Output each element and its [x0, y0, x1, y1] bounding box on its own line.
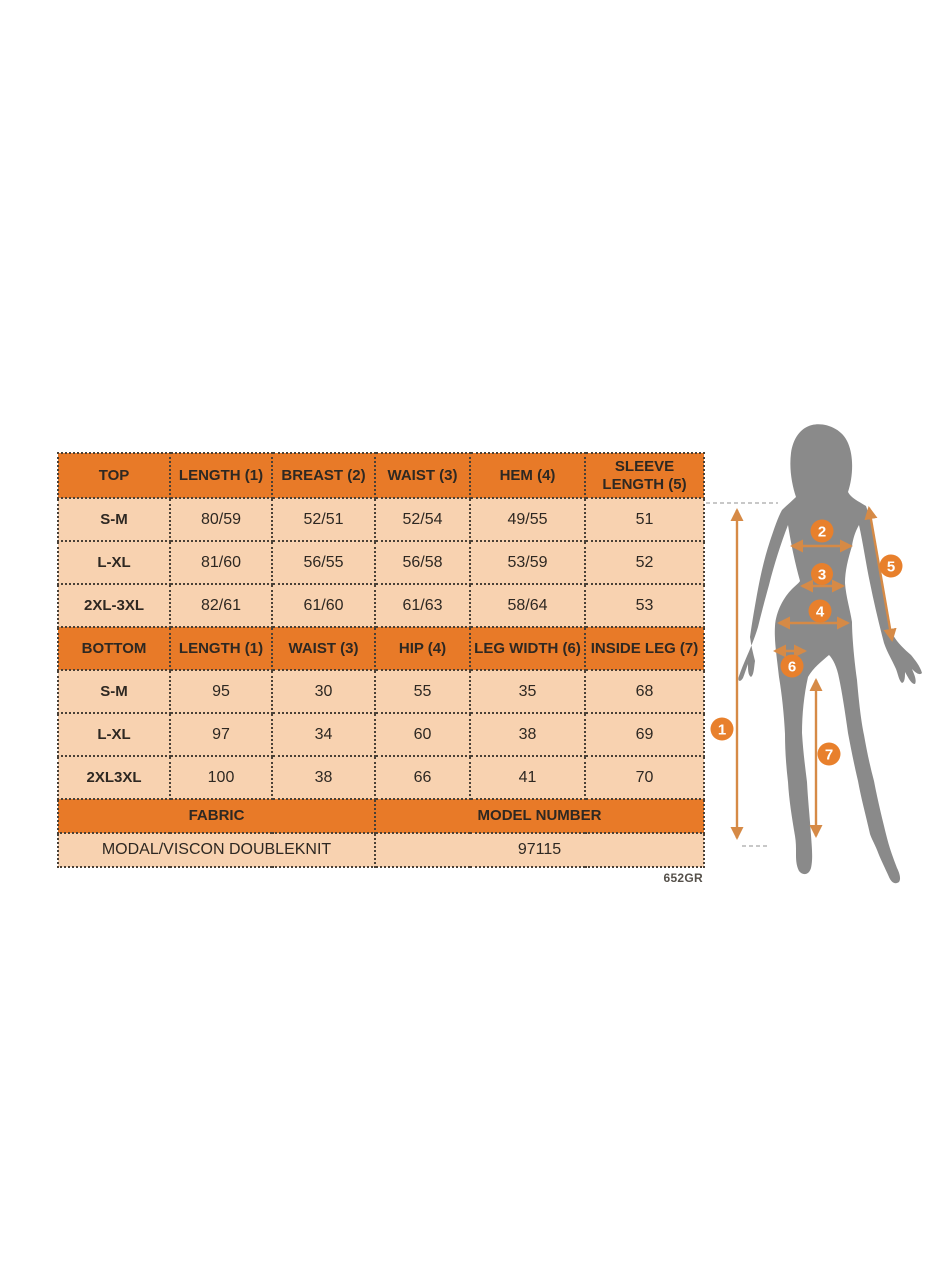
size-label-cell: S-M [57, 669, 171, 714]
table-cell: 52/54 [374, 497, 471, 542]
table-cell: 35 [469, 669, 586, 714]
measurement-badges: 1 2 3 4 5 6 7 [710, 519, 903, 766]
table-cell: 61/60 [271, 583, 376, 628]
table-cell: 68 [584, 669, 705, 714]
header-cell-bottom: BOTTOM [57, 626, 171, 671]
table-cell: 56/58 [374, 540, 471, 585]
svg-text:6: 6 [788, 658, 796, 675]
svg-text:4: 4 [816, 603, 825, 620]
size-label-cell: L-XL [57, 540, 171, 585]
svg-text:1: 1 [718, 721, 726, 738]
table-cell: 61/63 [374, 583, 471, 628]
badge-7: 7 [817, 742, 841, 766]
table-cell: 38 [271, 755, 376, 800]
female-silhouette [738, 424, 922, 884]
header-cell-waist: WAIST (3) [271, 626, 376, 671]
table-cell: 34 [271, 712, 376, 757]
header-cell-inside-leg: INSIDE LEG (7) [584, 626, 705, 671]
table-cell: 97 [169, 712, 273, 757]
measurement-diagram: 1 2 3 4 5 6 7 [700, 413, 940, 895]
table-cell: 38 [469, 712, 586, 757]
table-row: 2XL3XL 100 38 66 41 70 [57, 755, 705, 800]
table-cell: 56/55 [271, 540, 376, 585]
table-cell: 52/51 [271, 497, 376, 542]
badge-3: 3 [811, 563, 833, 585]
table-cell: 66 [374, 755, 471, 800]
svg-text:5: 5 [887, 558, 895, 575]
top-header-row: TOP LENGTH (1) BREAST (2) WAIST (3) HEM … [57, 452, 705, 499]
table-cell: 55 [374, 669, 471, 714]
table-cell: 53 [584, 583, 705, 628]
table-row: L-XL 81/60 56/55 56/58 53/59 52 [57, 540, 705, 585]
table-cell: 81/60 [169, 540, 273, 585]
header-cell-length: LENGTH (1) [169, 626, 273, 671]
size-label-cell: 2XL-3XL [57, 583, 171, 628]
table-cell: 53/59 [469, 540, 586, 585]
table-row: S-M 80/59 52/51 52/54 49/55 51 [57, 497, 705, 542]
header-cell-leg-width: LEG WIDTH (6) [469, 626, 586, 671]
table-cell: 70 [584, 755, 705, 800]
info-header-row: FABRIC MODEL NUMBER [57, 798, 705, 834]
header-cell-model-number: MODEL NUMBER [374, 798, 705, 834]
header-cell-hip: HIP (4) [374, 626, 471, 671]
model-number-value-cell: 97115 [374, 832, 705, 868]
table-cell: 100 [169, 755, 273, 800]
table-cell: 60 [374, 712, 471, 757]
table-cell: 82/61 [169, 583, 273, 628]
table-row: L-XL 97 34 60 38 69 [57, 712, 705, 757]
header-cell-sleeve-length: SLEEVE LENGTH (5) [584, 452, 705, 499]
header-cell-fabric: FABRIC [57, 798, 376, 834]
header-cell-length: LENGTH (1) [169, 452, 273, 499]
header-cell-waist: WAIST (3) [374, 452, 471, 499]
table-cell: 49/55 [469, 497, 586, 542]
badge-6: 6 [780, 654, 804, 678]
header-cell-breast: BREAST (2) [271, 452, 376, 499]
header-cell-top: TOP [57, 452, 171, 499]
table-cell: 69 [584, 712, 705, 757]
size-label-cell: 2XL3XL [57, 755, 171, 800]
table-cell: 30 [271, 669, 376, 714]
header-cell-hem: HEM (4) [469, 452, 586, 499]
arrow-sleeve-5 [864, 506, 897, 642]
style-code: 652GR [663, 871, 703, 885]
table-cell: 51 [584, 497, 705, 542]
fabric-value-cell: MODAL/VISCON DOUBLEKNIT [57, 832, 376, 868]
svg-text:3: 3 [818, 566, 826, 583]
badge-5: 5 [879, 554, 903, 578]
badge-4: 4 [808, 599, 832, 623]
table-row: S-M 95 30 55 35 68 [57, 669, 705, 714]
size-label-cell: L-XL [57, 712, 171, 757]
size-label-cell: S-M [57, 497, 171, 542]
size-table: TOP LENGTH (1) BREAST (2) WAIST (3) HEM … [57, 452, 705, 868]
svg-text:7: 7 [825, 746, 833, 763]
info-data-row: MODAL/VISCON DOUBLEKNIT 97115 [57, 832, 705, 868]
size-chart-sheet: TOP LENGTH (1) BREAST (2) WAIST (3) HEM … [57, 452, 707, 885]
table-cell: 41 [469, 755, 586, 800]
badge-1: 1 [710, 717, 734, 741]
svg-text:2: 2 [818, 523, 826, 540]
table-cell: 52 [584, 540, 705, 585]
bottom-header-row: BOTTOM LENGTH (1) WAIST (3) HIP (4) LEG … [57, 626, 705, 671]
table-cell: 58/64 [469, 583, 586, 628]
table-cell: 80/59 [169, 497, 273, 542]
badge-2: 2 [810, 519, 834, 543]
table-row: 2XL-3XL 82/61 61/60 61/63 58/64 53 [57, 583, 705, 628]
table-cell: 95 [169, 669, 273, 714]
